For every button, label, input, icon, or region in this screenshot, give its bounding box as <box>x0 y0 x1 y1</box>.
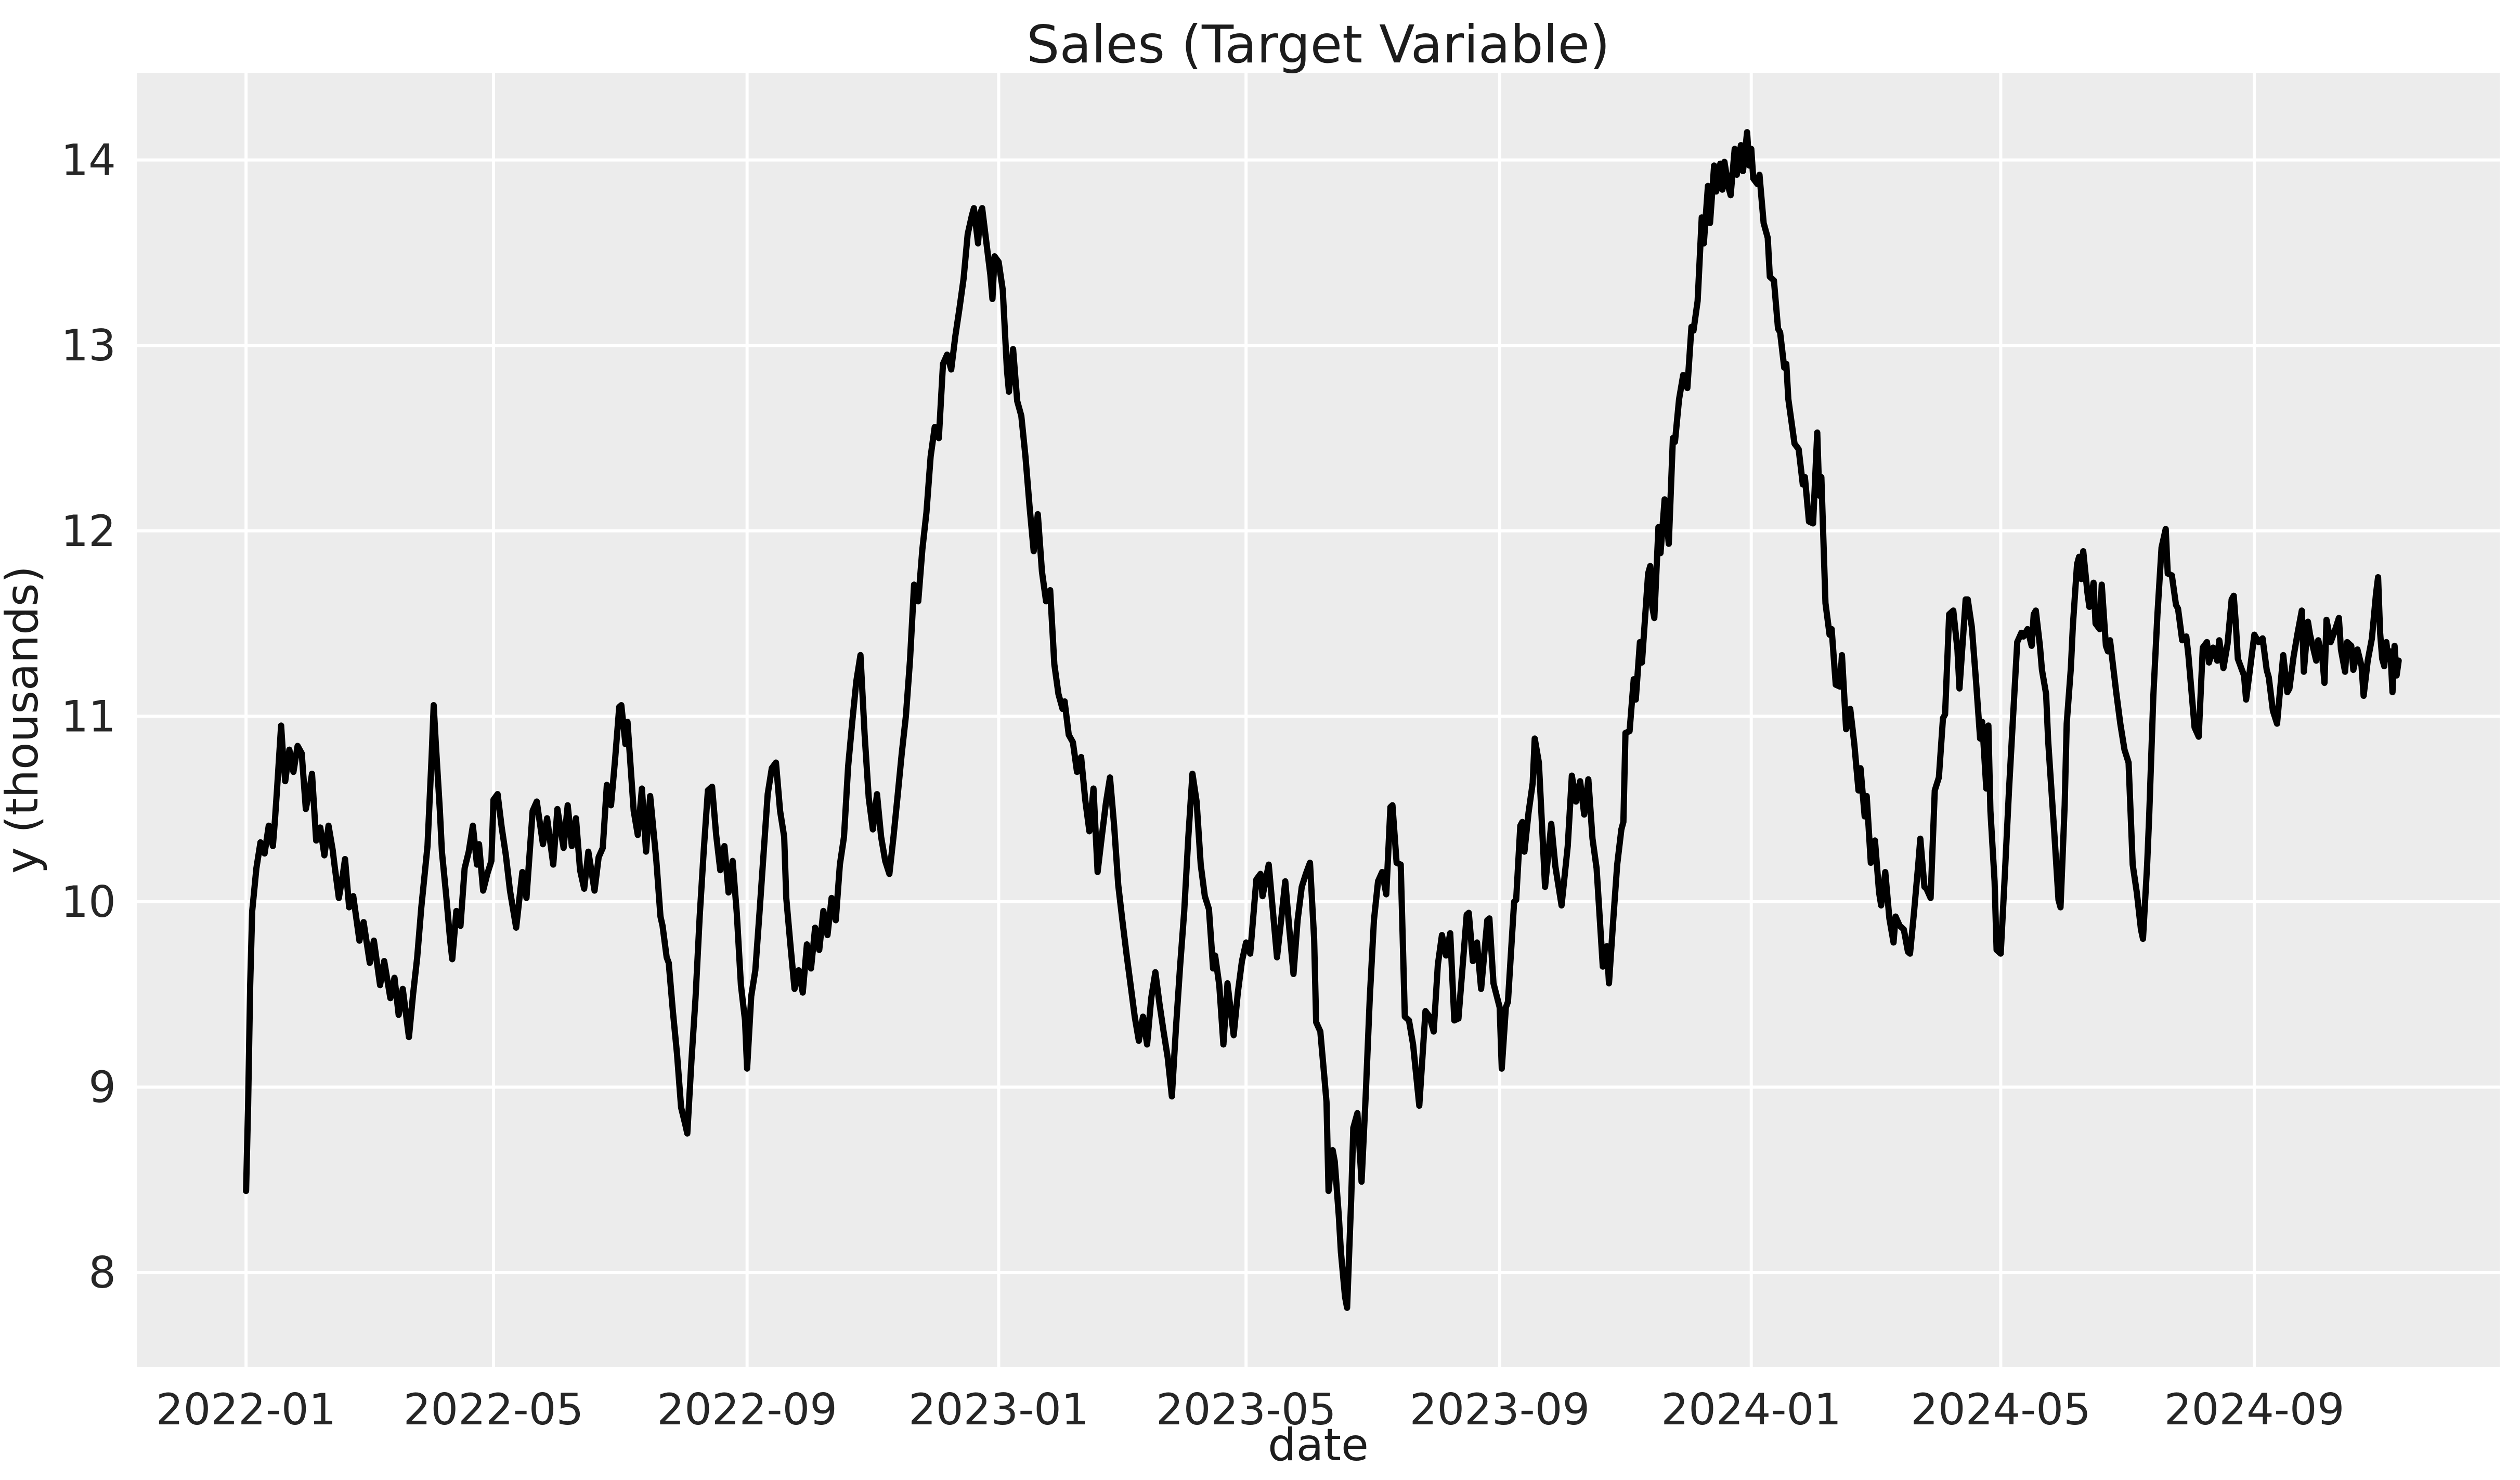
x-tick-label: 2023-05 <box>1156 1384 1336 1435</box>
y-tick-label: 12 <box>61 506 116 556</box>
x-tick-label: 2023-09 <box>1410 1384 1590 1435</box>
sales-series-line <box>243 129 2402 1311</box>
x-axis-label: date <box>1268 1419 1369 1471</box>
plot-panel <box>137 73 2500 1367</box>
x-tick-label: 2022-05 <box>404 1384 584 1435</box>
x-tick-label: 2022-01 <box>156 1384 336 1435</box>
y-axis-tick-labels: 8 9 10 11 12 13 14 <box>61 135 116 1299</box>
chart-title: Sales (Target Variable) <box>1027 14 1610 75</box>
y-tick-label: 14 <box>61 135 116 186</box>
y-tick-label: 9 <box>88 1062 116 1113</box>
series-lines <box>243 129 2402 1311</box>
x-tick-label: 2024-05 <box>1911 1384 2091 1435</box>
x-tick-label: 2024-09 <box>2164 1384 2345 1435</box>
y-tick-label: 13 <box>61 320 116 371</box>
x-tick-label: 2023-01 <box>908 1384 1089 1435</box>
y-axis-label: y (thousands) <box>0 566 48 874</box>
x-axis-tick-labels: 2022-01 2022-05 2022-09 2023-01 2023-05 2023-… <box>156 1384 2345 1435</box>
gridlines <box>137 73 2500 1367</box>
y-tick-label: 10 <box>61 877 116 927</box>
y-tick-label: 11 <box>61 691 116 742</box>
x-tick-label: 2024-01 <box>1661 1384 1841 1435</box>
x-tick-label: 2022-09 <box>657 1384 837 1435</box>
y-tick-label: 8 <box>88 1248 116 1298</box>
